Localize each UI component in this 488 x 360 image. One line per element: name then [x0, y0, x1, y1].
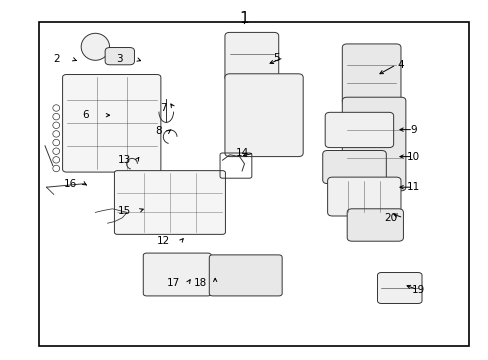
FancyBboxPatch shape [114, 171, 225, 234]
Text: 2: 2 [53, 54, 60, 64]
FancyBboxPatch shape [209, 255, 282, 296]
Text: 16: 16 [64, 179, 78, 189]
Text: 4: 4 [397, 60, 404, 70]
Text: 5: 5 [272, 53, 279, 63]
Text: 14: 14 [235, 148, 248, 158]
FancyBboxPatch shape [105, 48, 134, 65]
Text: 19: 19 [410, 285, 424, 295]
Text: 11: 11 [406, 182, 419, 192]
Text: 18: 18 [193, 278, 207, 288]
FancyBboxPatch shape [322, 150, 386, 184]
FancyBboxPatch shape [224, 74, 303, 157]
Text: 1: 1 [239, 11, 249, 26]
FancyBboxPatch shape [224, 32, 278, 81]
Text: 8: 8 [155, 126, 162, 136]
FancyBboxPatch shape [325, 112, 393, 148]
FancyBboxPatch shape [62, 75, 161, 172]
FancyBboxPatch shape [342, 44, 400, 104]
Text: 6: 6 [82, 110, 89, 120]
Text: 15: 15 [118, 206, 131, 216]
Text: 9: 9 [409, 125, 416, 135]
FancyBboxPatch shape [377, 273, 421, 303]
Text: 3: 3 [116, 54, 123, 64]
Bar [39, 22, 468, 346]
Ellipse shape [81, 33, 109, 60]
Text: 10: 10 [406, 152, 419, 162]
Text: 20: 20 [384, 213, 397, 223]
FancyBboxPatch shape [346, 209, 403, 241]
FancyBboxPatch shape [143, 253, 211, 296]
Text: 7: 7 [160, 103, 167, 113]
Text: 17: 17 [166, 278, 180, 288]
Text: 13: 13 [118, 155, 131, 165]
FancyBboxPatch shape [327, 177, 400, 216]
Text: 12: 12 [157, 236, 170, 246]
FancyBboxPatch shape [342, 97, 405, 191]
